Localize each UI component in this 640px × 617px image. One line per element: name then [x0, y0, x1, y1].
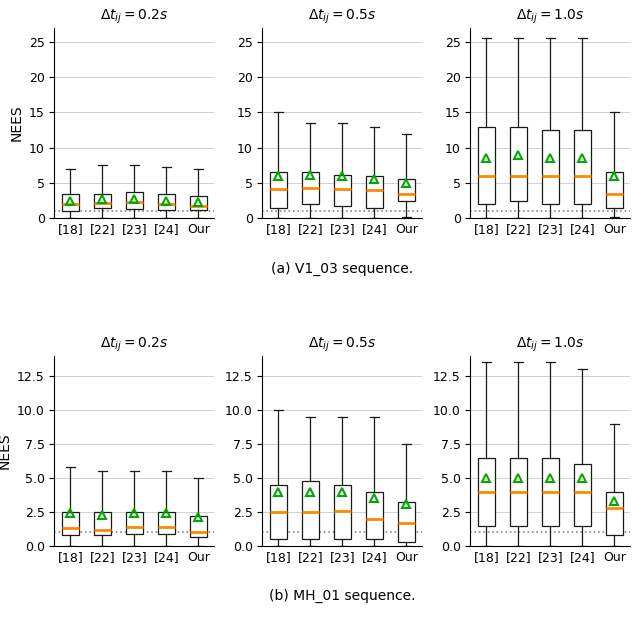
PathPatch shape: [333, 485, 351, 539]
PathPatch shape: [333, 175, 351, 205]
PathPatch shape: [125, 193, 143, 209]
PathPatch shape: [269, 172, 287, 208]
PathPatch shape: [61, 194, 79, 211]
PathPatch shape: [269, 485, 287, 539]
PathPatch shape: [541, 130, 559, 204]
PathPatch shape: [189, 516, 207, 537]
PathPatch shape: [189, 196, 207, 210]
Y-axis label: NEES: NEES: [0, 433, 12, 469]
Title: $\Delta t_{ij} = 1.0s$: $\Delta t_{ij} = 1.0s$: [516, 335, 585, 354]
Text: (b) MH_01 sequence.: (b) MH_01 sequence.: [269, 589, 415, 603]
PathPatch shape: [477, 458, 495, 526]
PathPatch shape: [541, 458, 559, 526]
PathPatch shape: [605, 172, 623, 208]
PathPatch shape: [93, 512, 111, 535]
Text: (a) V1_03 sequence.: (a) V1_03 sequence.: [271, 262, 413, 276]
PathPatch shape: [125, 512, 143, 534]
PathPatch shape: [397, 502, 415, 542]
PathPatch shape: [573, 130, 591, 204]
PathPatch shape: [93, 194, 111, 208]
Title: $\Delta t_{ij} = 1.0s$: $\Delta t_{ij} = 1.0s$: [516, 7, 585, 26]
PathPatch shape: [157, 194, 175, 210]
PathPatch shape: [157, 512, 175, 534]
PathPatch shape: [509, 126, 527, 201]
PathPatch shape: [365, 492, 383, 539]
PathPatch shape: [509, 458, 527, 526]
Title: $\Delta t_{ij} = 0.2s$: $\Delta t_{ij} = 0.2s$: [100, 335, 168, 354]
PathPatch shape: [61, 512, 79, 535]
PathPatch shape: [477, 126, 495, 204]
PathPatch shape: [605, 492, 623, 535]
PathPatch shape: [301, 481, 319, 539]
PathPatch shape: [365, 176, 383, 208]
Y-axis label: NEES: NEES: [9, 105, 23, 141]
Title: $\Delta t_{ij} = 0.2s$: $\Delta t_{ij} = 0.2s$: [100, 7, 168, 26]
PathPatch shape: [397, 180, 415, 201]
PathPatch shape: [573, 465, 591, 526]
PathPatch shape: [301, 172, 319, 204]
Title: $\Delta t_{ij} = 0.5s$: $\Delta t_{ij} = 0.5s$: [308, 7, 377, 26]
Title: $\Delta t_{ij} = 0.5s$: $\Delta t_{ij} = 0.5s$: [308, 335, 377, 354]
